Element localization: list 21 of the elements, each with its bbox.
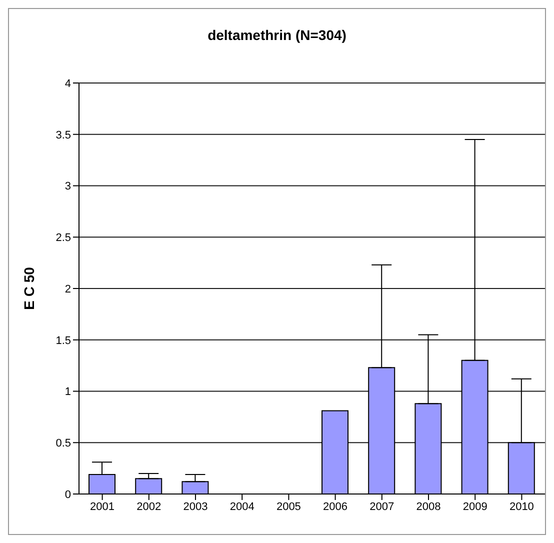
y-tick-label: 2.5 [56, 232, 71, 244]
y-tick-label: 4 [64, 78, 71, 90]
y-tick-label: 0 [64, 488, 71, 501]
y-tick-label: 2 [64, 283, 71, 296]
y-tick-label: 1.5 [56, 334, 71, 347]
x-tick-label: 2007 [370, 500, 394, 513]
x-tick-label: 2005 [276, 500, 301, 513]
x-tick-label: 2006 [323, 500, 348, 513]
x-tick-label: 2001 [90, 500, 115, 513]
x-tick-label: 2003 [183, 500, 208, 513]
y-tick-label: 1 [64, 386, 71, 398]
x-tick-label: 2004 [230, 500, 254, 513]
chart-title: deltamethrin (N=304) [206, 27, 348, 43]
y-tick-label: 3 [64, 180, 71, 193]
y-tick-label: 0.5 [56, 438, 71, 450]
x-tick-label: 2008 [416, 500, 441, 513]
y-axis-title: E C 50 [20, 266, 37, 310]
x-tick-label: 2009 [462, 500, 488, 513]
y-tick-label: 3.5 [56, 129, 71, 142]
x-tick-label: 2002 [136, 500, 162, 513]
x-tick-label: 2010 [509, 500, 534, 513]
